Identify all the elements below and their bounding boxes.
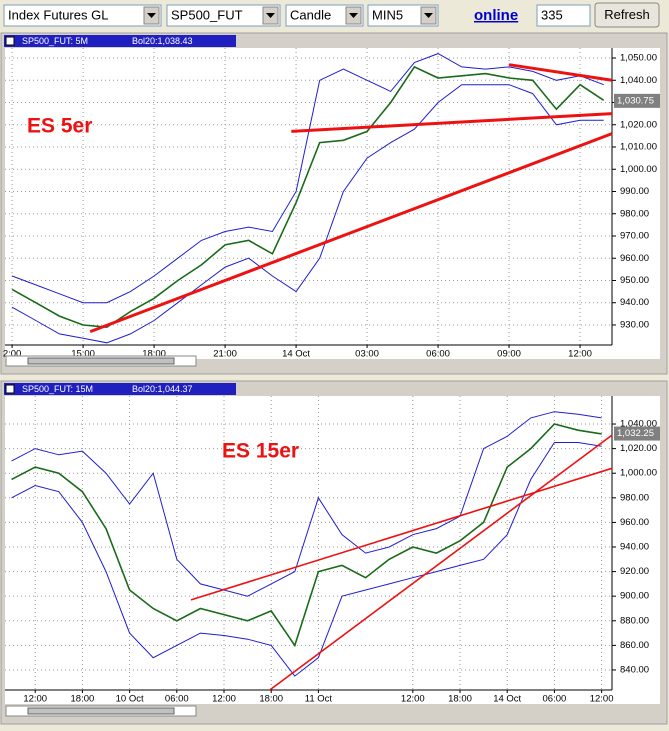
annotation: ES 5er — [27, 115, 92, 138]
dropdown-arrow — [424, 13, 433, 18]
select-text: SP500_FUT — [171, 7, 243, 22]
chart-title: SP500_FUT: 15M — [22, 384, 93, 394]
y-tick-label: 920.00 — [620, 566, 649, 577]
y-tick-label: 860.00 — [620, 640, 649, 651]
refresh-button[interactable] — [594, 2, 660, 28]
x-tick-label: 09:00 — [497, 349, 521, 360]
header-bar — [4, 383, 236, 395]
y-tick-label: 840.00 — [620, 664, 649, 675]
last-price-label: 1,032.25 — [617, 428, 654, 439]
header-bar — [4, 35, 236, 47]
x-tick-label: 06:00 — [165, 694, 189, 705]
header-icon — [5, 36, 15, 46]
y-tick-label: 1,040.00 — [620, 75, 657, 86]
x-tick-label: 12:00 — [568, 349, 592, 360]
x-tick-label: 10 Oct — [116, 694, 144, 705]
count-text: 335 — [541, 7, 563, 22]
y-tick-label: 940.00 — [620, 297, 649, 308]
band-line — [11, 53, 604, 304]
x-tick-label: 06:00 — [543, 694, 567, 705]
y-tick-label: 1,000.00 — [620, 164, 657, 175]
scrollbar-thumb — [27, 707, 175, 715]
y-tick-label: 970.00 — [620, 231, 649, 242]
y-tick-label: 980.00 — [620, 492, 649, 503]
last-price-label: 1,030.75 — [617, 95, 654, 106]
select-box[interactable] — [166, 4, 281, 27]
y-tick-label: 880.00 — [620, 615, 649, 626]
x-tick-label: 11 Oct — [305, 694, 333, 705]
trend-line — [269, 434, 613, 691]
trend-line — [291, 112, 613, 133]
x-tick-label: 12:00 — [401, 694, 425, 705]
y-tick-label: 950.00 — [620, 275, 649, 286]
last-price-box — [614, 93, 660, 108]
scrollbar-thumb — [27, 357, 175, 365]
x-tick-label: 18:00 — [259, 694, 283, 705]
trend-line — [190, 467, 613, 601]
grid — [5, 396, 612, 690]
x-tick-label: 21:00 — [213, 349, 237, 360]
select-text: Candle — [290, 7, 331, 22]
trend-line — [89, 132, 613, 334]
chart-title: SP500_FUT: 5M — [22, 36, 88, 46]
x-tick-label: 2:00 — [3, 349, 22, 360]
x-tick-label: 18:00 — [142, 349, 166, 360]
x-tick-label: 06:00 — [426, 349, 450, 360]
chart-subtitle: Bol20:1,044.37 — [132, 384, 193, 394]
x-tick-label: 15:00 — [71, 349, 95, 360]
y-tick-label: 940.00 — [620, 542, 649, 553]
y-tick-label: 1,040.00 — [620, 419, 657, 430]
online-link[interactable]: online — [474, 7, 518, 24]
chart-subtitle: Bol20:1,038.43 — [132, 36, 193, 46]
last-price-box — [614, 426, 660, 441]
band-line — [11, 84, 604, 344]
x-tick-label: 14 Oct — [282, 349, 310, 360]
select-box[interactable] — [285, 4, 364, 27]
select-text: MIN5 — [372, 7, 403, 22]
x-tick-label: 12:00 — [590, 694, 614, 705]
plot-area — [5, 48, 612, 345]
select-text: Index Futures GL — [8, 7, 108, 22]
dropdown-arrow — [349, 13, 358, 18]
y-tick-label: 990.00 — [620, 186, 649, 197]
dropdown-arrow — [147, 13, 156, 18]
band-line — [11, 411, 602, 597]
y-tick-label: 980.00 — [620, 208, 649, 219]
x-tick-label: 12:00 — [212, 694, 236, 705]
y-tick-label: 1,020.00 — [620, 119, 657, 130]
x-tick-label: 14 Oct — [493, 694, 521, 705]
x-tick-label: 12:00 — [23, 694, 47, 705]
y-tick-label: 1,000.00 — [620, 468, 657, 479]
dropdown-arrow — [266, 13, 275, 18]
x-axis-area — [5, 690, 612, 704]
x-tick-label: 18:00 — [448, 694, 472, 705]
y-tick-label: 930.00 — [620, 319, 649, 330]
select-box[interactable] — [3, 4, 162, 27]
y-tick-label: 1,010.00 — [620, 142, 657, 153]
count-input[interactable] — [536, 4, 591, 27]
y-tick-label: 1,050.00 — [620, 53, 657, 64]
y-tick-label: 1,020.00 — [620, 443, 657, 454]
y-tick-label: 900.00 — [620, 591, 649, 602]
refresh-label: Refresh — [604, 7, 650, 22]
band-line — [11, 442, 602, 677]
annotation: ES 15er — [222, 440, 299, 463]
x-tick-label: 03:00 — [355, 349, 379, 360]
price-line — [11, 423, 602, 648]
axis-area — [612, 396, 660, 704]
y-tick-label: 960.00 — [620, 253, 649, 264]
trend-line — [508, 63, 613, 82]
plot-area — [5, 396, 612, 690]
y-tick-label: 960.00 — [620, 517, 649, 528]
grid — [5, 48, 612, 345]
x-tick-label: 18:00 — [71, 694, 95, 705]
header-icon — [5, 384, 15, 394]
toolbar: Index Futures GL SP500_FUT Candle MIN5 o… — [3, 2, 660, 28]
